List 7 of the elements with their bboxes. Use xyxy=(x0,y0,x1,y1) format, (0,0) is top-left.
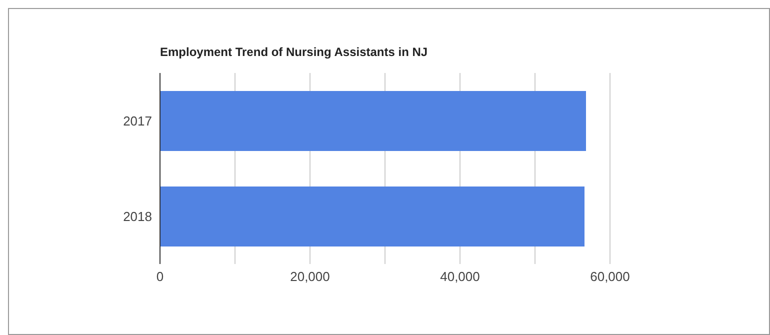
x-tick-label: 40,000 xyxy=(440,269,480,284)
y-tick-label: 2017 xyxy=(123,113,152,128)
y-tick-label: 2018 xyxy=(123,208,152,224)
x-tick-label: 0 xyxy=(156,269,164,284)
chart-title: Employment Trend of Nursing Assistants in NJ xyxy=(160,45,428,59)
text: 20,000 xyxy=(290,269,330,284)
x-tick-label: 60,000 xyxy=(590,269,630,284)
